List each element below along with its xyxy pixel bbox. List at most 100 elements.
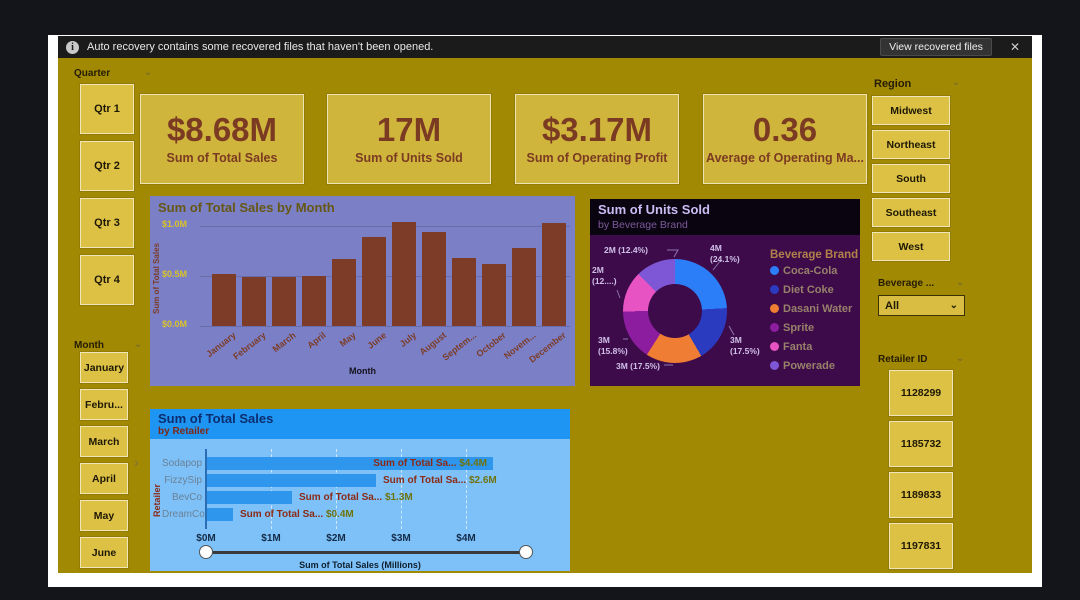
slicer-qtr-4[interactable]: Qtr 4 <box>80 255 134 305</box>
chart-sales-by-retailer: Sum of Total Sales by Retailer Retailer … <box>150 409 570 571</box>
chevron-down-icon[interactable]: ⌄ <box>956 353 965 364</box>
slicer-qtr-1[interactable]: Qtr 1 <box>80 84 134 134</box>
retailer-x-tick: $0M <box>196 533 216 544</box>
month-slicer-header: Month <box>74 340 104 351</box>
month-bar-January[interactable] <box>212 274 236 326</box>
gridline <box>200 326 570 327</box>
y-axis-title: Sum of Total Sales <box>152 243 161 315</box>
slider-handle-max[interactable] <box>519 545 533 559</box>
chevron-right-icon[interactable]: › <box>134 454 139 470</box>
legend-item-dasani-water[interactable]: Dasani Water <box>770 299 852 318</box>
bar-data-value: $0.4M <box>325 509 354 520</box>
month-bar-May[interactable] <box>332 259 356 326</box>
retailer-bar-bevco[interactable] <box>207 491 292 504</box>
slicer-qtr-3[interactable]: Qtr 3 <box>80 198 134 248</box>
kpi-value: 17M <box>376 110 442 148</box>
month-y-tick: $0.5M <box>162 269 188 279</box>
month-bar-March[interactable] <box>272 277 296 326</box>
bar-data-value: $2.6M <box>468 475 497 486</box>
donut-callout-coca-cola: 4M (24.1%) <box>710 243 740 264</box>
slicer-month-march[interactable]: March <box>80 426 128 457</box>
donut-callout-dasani-water: 3M (17.5%) <box>616 361 660 371</box>
legend-dot-icon <box>770 285 779 294</box>
month-bar-July[interactable] <box>392 222 416 326</box>
month-bar-April[interactable] <box>302 276 326 326</box>
slicer-month-april[interactable]: April <box>80 463 128 494</box>
gridline <box>200 226 570 227</box>
slicer-retailer-1189833[interactable]: 1189833 <box>889 472 953 518</box>
close-icon[interactable]: ✕ <box>1009 40 1020 54</box>
legend-dot-icon <box>770 266 779 275</box>
legend-item-coca-cola[interactable]: Coca-Cola <box>770 261 852 280</box>
slider-handle-min[interactable] <box>199 545 213 559</box>
donut-callout-fanta: 2M (12....) <box>592 265 617 286</box>
slicer-region-northeast[interactable]: Northeast <box>872 130 950 159</box>
legend-label: Dasani Water <box>783 302 853 315</box>
beverage-dropdown[interactable]: All ⌄ <box>878 295 965 316</box>
slicer-month-january[interactable]: January <box>80 352 128 383</box>
month-bar-Septem...[interactable] <box>452 258 476 326</box>
range-slider[interactable] <box>199 545 533 559</box>
slicer-retailer-1128299[interactable]: 1128299 <box>889 370 953 416</box>
retailer-bar-fizzysip[interactable] <box>207 474 376 487</box>
chart-subtitle: by Beverage Brand <box>598 219 688 231</box>
report-canvas: Quarter ⌄ Qtr 1 Qtr 2 Qtr 3 Qtr 4 Month … <box>58 58 1032 573</box>
plot-area <box>200 222 570 326</box>
kpi-label: Average of Operating Ma... <box>706 151 864 166</box>
retailer-bar-dreamco[interactable] <box>207 508 233 521</box>
legend-item-sprite[interactable]: Sprite <box>770 318 852 337</box>
gridline <box>401 449 402 529</box>
slicer-region-southeast[interactable]: Southeast <box>872 198 950 227</box>
kpi-card-operating-margin: 0.36 Average of Operating Ma... <box>703 94 867 184</box>
month-bar-December[interactable] <box>542 223 566 326</box>
legend-item-powerade[interactable]: Powerade <box>770 356 852 375</box>
slicer-region-south[interactable]: South <box>872 164 950 193</box>
chevron-down-icon[interactable]: ⌄ <box>952 77 961 88</box>
slicer-month-february[interactable]: Febru... <box>80 389 128 420</box>
legend-dot-icon <box>770 323 779 332</box>
bar-label-group: Sum of Total Sa... $1.3M <box>299 491 413 504</box>
chart-units-by-brand: Sum of Units Sold by Beverage Brand 4M (… <box>590 199 860 386</box>
auto-recovery-banner: i Auto recovery contains some recovered … <box>58 36 1032 58</box>
legend: Coca-Cola Diet Coke Dasani Water Sprite Fant… <box>770 261 852 375</box>
legend-item-diet-coke[interactable]: Diet Coke <box>770 280 852 299</box>
legend-item-fanta[interactable]: Fanta <box>770 337 852 356</box>
slicer-retailer-1185732[interactable]: 1185732 <box>889 421 953 467</box>
view-recovered-files-button[interactable]: View recovered files <box>880 38 992 56</box>
app-window: i Auto recovery contains some recovered … <box>48 35 1042 587</box>
slicer-qtr-2[interactable]: Qtr 2 <box>80 141 134 191</box>
kpi-value: $8.68M <box>166 110 278 148</box>
slicer-region-west[interactable]: West <box>872 232 950 261</box>
month-bar-Novem...[interactable] <box>512 248 536 326</box>
month-bar-October[interactable] <box>482 264 506 326</box>
retailer-x-tick: $3M <box>391 533 411 544</box>
notification-message: Auto recovery contains some recovered fi… <box>87 41 434 53</box>
gridline <box>336 449 337 529</box>
chart-header: Sum of Units Sold by Beverage Brand <box>590 199 860 235</box>
legend-label: Diet Coke <box>783 283 834 296</box>
bar-label-group: Sum of Total Sa... $2.6M <box>383 474 497 487</box>
x-axis-title: Sum of Total Sales (Millions) <box>299 560 421 570</box>
month-y-tick: $0.0M <box>162 319 188 329</box>
chevron-down-icon: ⌄ <box>949 300 958 311</box>
chevron-down-icon[interactable]: ⌄ <box>144 67 153 78</box>
kpi-value: 0.36 <box>752 110 818 148</box>
slicer-month-may[interactable]: May <box>80 500 128 531</box>
chevron-down-icon[interactable]: ⌄ <box>956 277 965 288</box>
slicer-retailer-1197831[interactable]: 1197831 <box>889 523 953 569</box>
slicer-month-june[interactable]: June <box>80 537 128 568</box>
legend-label: Coca-Cola <box>783 264 838 277</box>
month-bar-August[interactable] <box>422 232 446 326</box>
bar-data-value: $4.4M <box>459 458 487 469</box>
month-x-tick: March <box>271 330 299 355</box>
retailer-bar-sodapop[interactable] <box>207 457 493 470</box>
x-axis-labels: January February March April May June July Augu… <box>200 328 570 368</box>
bar-label-group: Sum of Total Sa... $0.4M <box>240 508 354 521</box>
dropdown-value: All <box>885 299 900 312</box>
chart-title: Sum of Total Sales <box>158 411 274 426</box>
slicer-region-midwest[interactable]: Midwest <box>872 96 950 125</box>
month-bar-February[interactable] <box>242 277 266 326</box>
chevron-down-icon[interactable]: ⌄ <box>134 339 143 350</box>
month-x-tick: February <box>231 330 269 362</box>
month-bar-June[interactable] <box>362 237 386 326</box>
